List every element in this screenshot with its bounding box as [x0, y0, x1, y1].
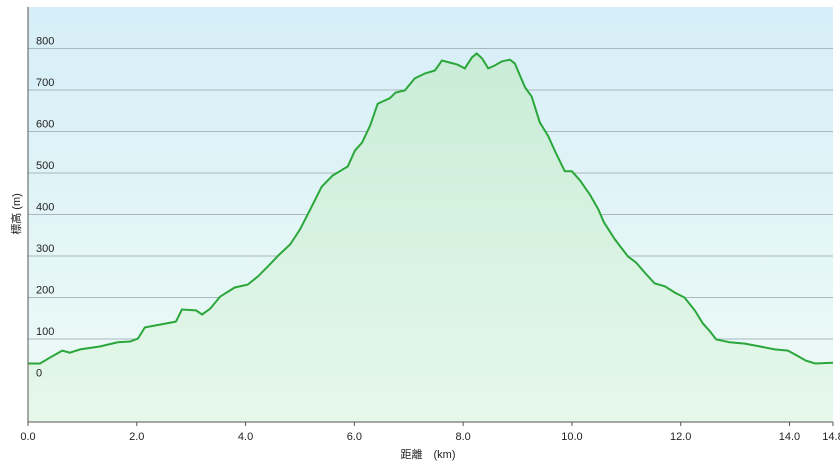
area-fill	[28, 53, 833, 422]
y-tick-label: 800	[36, 36, 54, 48]
x-tick-label: 0.0	[20, 431, 35, 443]
x-tick-label: 6.0	[347, 431, 362, 443]
x-tick-label: 10.0	[561, 431, 582, 443]
x-tick-label: 12.0	[670, 431, 691, 443]
y-tick-label: 100	[36, 326, 54, 338]
elevation-line	[28, 52, 834, 365]
y-tick-label: 400	[36, 202, 54, 214]
y-tick-label: 600	[36, 119, 54, 131]
y-tick-label: 200	[36, 285, 54, 297]
y-tick-label: 0	[36, 368, 42, 380]
y-axis-label: 標高 (m)	[9, 193, 23, 235]
x-tick-label: 14.0	[779, 431, 800, 443]
y-tick-label: 500	[36, 160, 54, 172]
y-tick-label: 700	[36, 77, 54, 89]
y-tick-label: 300	[36, 243, 54, 255]
x-tick-label: 4.0	[238, 431, 253, 443]
x-tick-label: 14.8	[822, 431, 840, 443]
x-axis-label: 距離 (km)	[401, 447, 456, 461]
x-tick-label: 2.0	[129, 431, 144, 443]
x-tick-label: 8.0	[455, 431, 470, 443]
